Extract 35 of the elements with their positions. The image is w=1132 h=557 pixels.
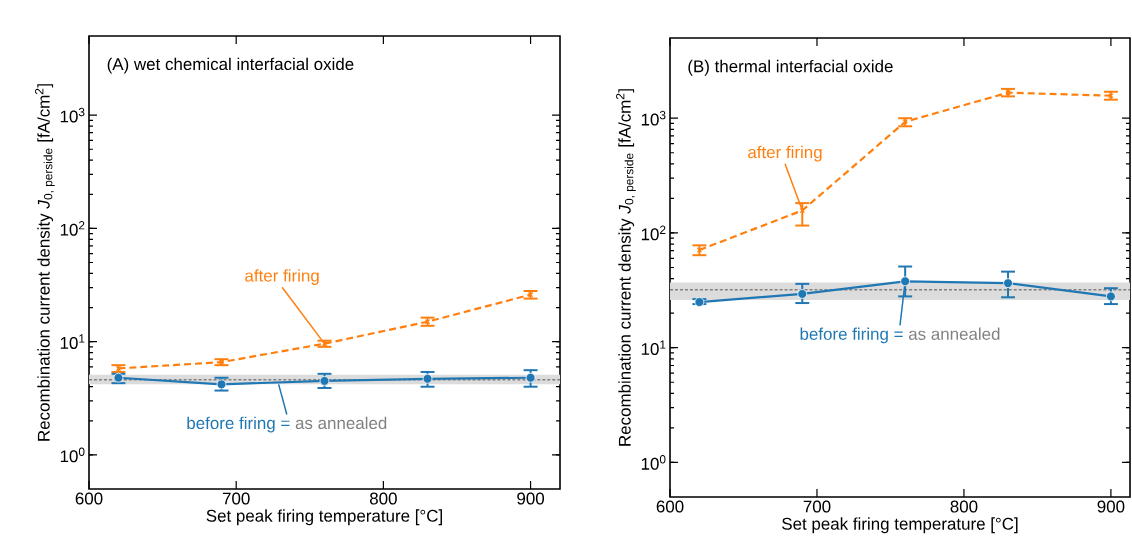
y-tick-label: 10$^{1}$ [60,334,85,349]
text: (B) thermal interfacial oxide [688,59,893,76]
y-axis-title: Recombination current density J$_{0, perside}$ [fA/cm$^{2}$] [35,84,55,441]
x-tick-label: 900 [1097,500,1125,513]
ref-line-label: as annealed [908,327,1000,340]
y-tick-label: 10$^{2}$ [641,225,666,241]
y-tick-label: 10$^{3}$ [641,110,666,126]
y-tick-label: 10$^{0}$ [60,447,85,463]
y-tick-label: 10$^{3}$ [60,107,85,123]
legend-label: before firing = [187,416,290,433]
y-tick-label: 10$^{0}$ [641,455,666,470]
point [1003,278,1013,289]
point [694,297,705,307]
x-tick-label: 800 [369,492,397,505]
point [319,376,330,386]
y-tick-label: 10$^{1}$ [641,340,666,355]
x-axis-title: Set peak firing temperature [°C] [206,509,442,526]
point [797,289,808,299]
x-tick-label: 800 [950,500,978,513]
x-tick-label: 700 [222,492,250,505]
x-tick-label: 700 [803,500,831,513]
point [422,373,433,384]
y-tick-label: 10$^{2}$ [60,221,85,236]
x-tick-label: 600 [656,500,684,513]
point [900,276,911,287]
y-axis-title: Recombination current density J$_{0, perside}$ [fA/cm$^{2}$] [616,89,636,446]
x-axis-title: Set peak firing temperature [°C] [782,517,1018,534]
ref-line-label: as annealed [295,416,387,430]
x-tick-label: 900 [517,492,545,505]
series-label: after firing [748,145,822,162]
x-tick-label: 600 [75,492,103,505]
text: after firing [245,269,319,286]
text: (A) wet chemical interfacial oxide [107,57,354,74]
series-label: before firing = [800,327,903,344]
point [1106,291,1116,302]
